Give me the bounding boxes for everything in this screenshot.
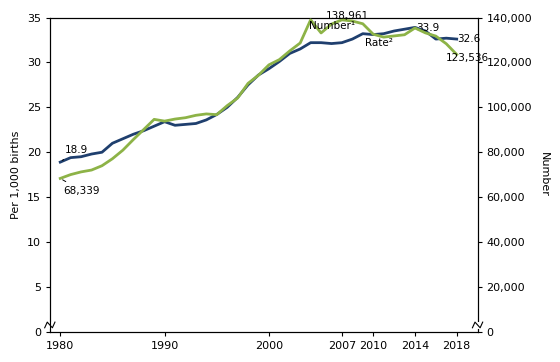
Text: 32.6: 32.6 <box>457 34 480 44</box>
Text: 33.9: 33.9 <box>417 22 440 33</box>
Text: 68,339: 68,339 <box>63 180 100 196</box>
Y-axis label: Per 1,000 births: Per 1,000 births <box>11 131 21 219</box>
Y-axis label: Number: Number <box>539 152 549 197</box>
Text: 18.9: 18.9 <box>63 145 88 160</box>
Text: 123,536: 123,536 <box>446 53 489 63</box>
Text: 138,961: 138,961 <box>326 11 370 21</box>
Text: Rate²: Rate² <box>365 38 393 48</box>
Text: Number¹: Number¹ <box>309 21 354 31</box>
